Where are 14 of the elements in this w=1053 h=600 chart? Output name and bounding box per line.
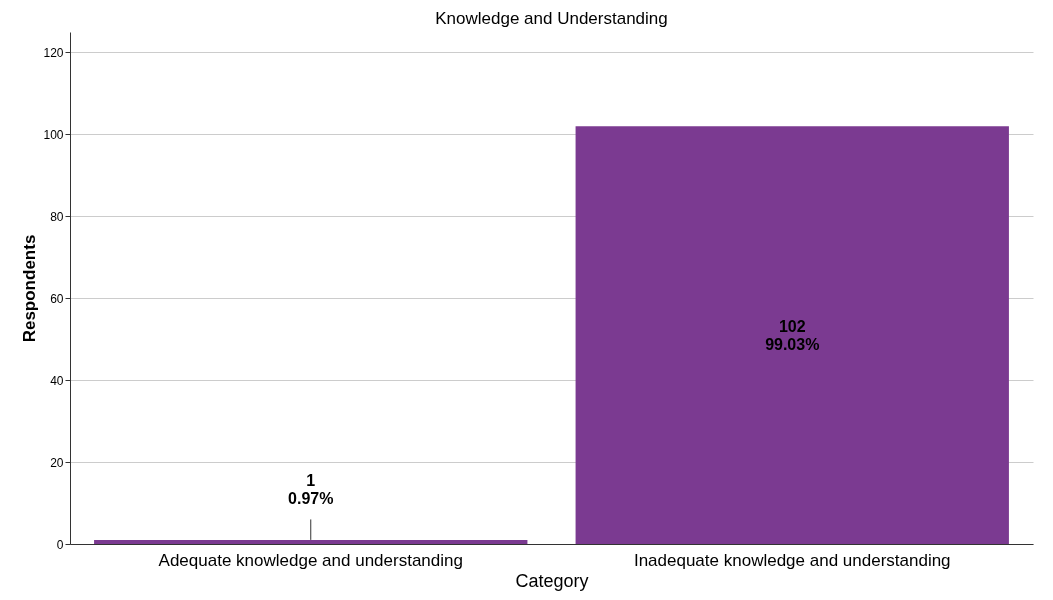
y-tick-label: 80 bbox=[50, 209, 64, 224]
y-tick-label: 40 bbox=[50, 373, 64, 388]
chart-title: Knowledge and Understanding bbox=[435, 9, 668, 28]
x-tick-label: Inadequate knowledge and understanding bbox=[633, 550, 951, 570]
x-axis-title: Category bbox=[515, 570, 589, 591]
data-label: 102 99.03% bbox=[765, 318, 820, 354]
y-tick-label: 20 bbox=[50, 455, 64, 470]
y-tick-label: 100 bbox=[43, 127, 64, 142]
y-tick-label: 60 bbox=[50, 291, 64, 306]
y-tick-label: 120 bbox=[43, 45, 64, 60]
y-axis-title: Respondents bbox=[20, 234, 40, 343]
x-tick-label: Adequate knowledge and understanding bbox=[158, 550, 463, 570]
y-tick-label: 0 bbox=[56, 537, 64, 552]
data-label: 1 0.97% bbox=[288, 471, 334, 507]
